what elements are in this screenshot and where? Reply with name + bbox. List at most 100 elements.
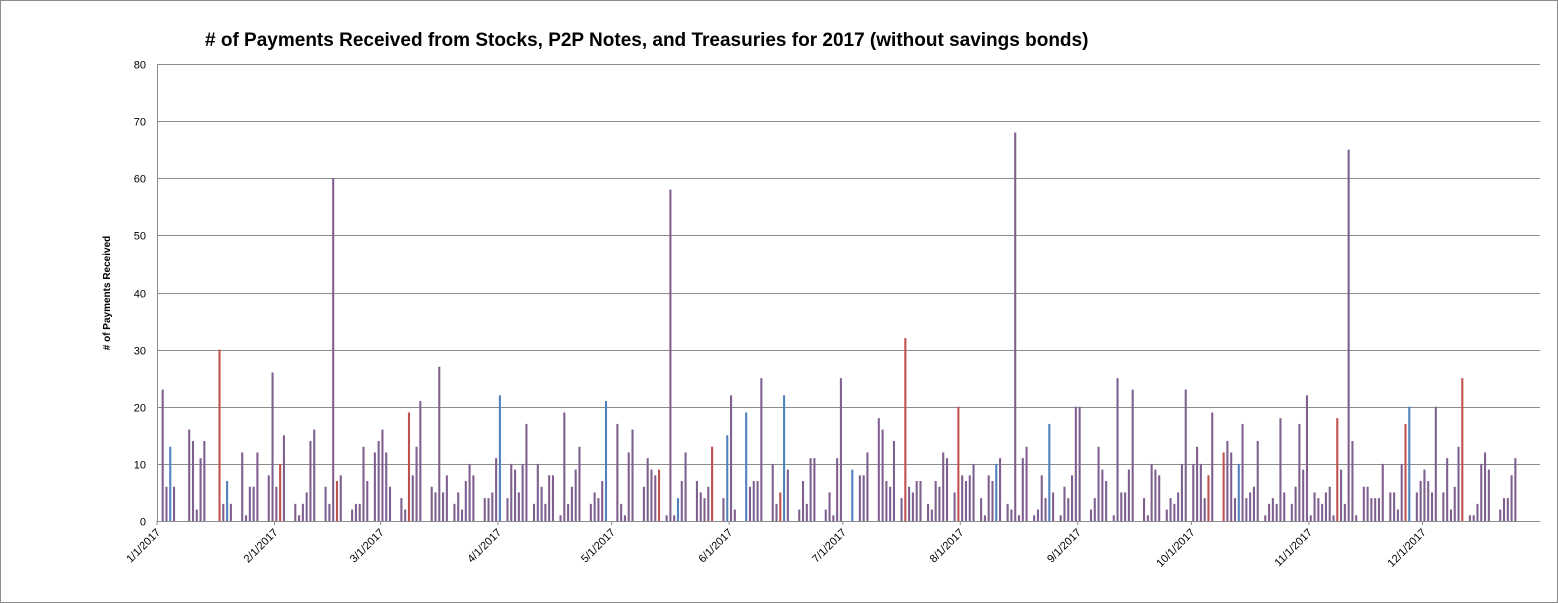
bar (1472, 515, 1475, 521)
bar (593, 492, 596, 521)
bar (1203, 498, 1206, 521)
bars (161, 132, 1517, 522)
bar (748, 486, 752, 521)
bar (1298, 423, 1301, 521)
bar (801, 481, 805, 521)
bar (1101, 469, 1104, 521)
bar (589, 503, 592, 521)
bar (173, 486, 176, 521)
bar (1449, 509, 1452, 521)
bar (813, 458, 816, 521)
bar (980, 498, 983, 521)
bar (1071, 475, 1074, 521)
bar (169, 446, 172, 521)
bar (457, 492, 460, 521)
bar (1370, 498, 1373, 521)
bar (1484, 452, 1487, 521)
bar (1442, 492, 1445, 521)
bar (881, 429, 884, 521)
bar (1199, 463, 1202, 522)
bar (495, 458, 498, 521)
bar (654, 475, 657, 521)
y-tick-label: 20 (134, 403, 146, 415)
bar (578, 446, 581, 521)
bar (1309, 515, 1312, 521)
bar (1078, 406, 1081, 521)
bar (1196, 446, 1199, 521)
bar (851, 469, 854, 521)
bar (354, 503, 357, 521)
bar (313, 429, 316, 521)
bar (752, 481, 755, 521)
bar (1275, 503, 1278, 521)
bar (1324, 492, 1327, 521)
bar (1017, 515, 1021, 521)
bar (1430, 492, 1434, 521)
bar (298, 515, 301, 521)
bar (271, 372, 274, 521)
bar (218, 349, 221, 522)
bar (934, 481, 937, 521)
gridlines (157, 64, 1540, 465)
bar (930, 509, 933, 521)
bar (642, 486, 645, 521)
x-tick-label: 5/1/2017 (579, 527, 618, 566)
bar (544, 503, 547, 521)
bar (411, 475, 414, 521)
bar (745, 412, 748, 521)
bar (1177, 492, 1180, 521)
bar (203, 441, 206, 521)
y-tick-label: 40 (134, 289, 146, 301)
bar (836, 458, 839, 521)
bar (1332, 515, 1335, 521)
bar (945, 458, 949, 521)
bar (1093, 498, 1096, 521)
bar (229, 503, 232, 521)
bar (824, 509, 827, 521)
bar (335, 481, 339, 521)
bar (1074, 406, 1077, 521)
bar (783, 395, 786, 521)
bar (1033, 515, 1036, 521)
bar (1427, 481, 1430, 521)
bar (1393, 492, 1396, 521)
bar (1184, 389, 1187, 521)
bar (366, 481, 369, 521)
bar (695, 481, 698, 521)
bar (616, 423, 619, 521)
bar (1419, 481, 1422, 521)
bar (1150, 463, 1153, 522)
bar (301, 503, 304, 521)
bar (491, 492, 494, 521)
bar (1480, 463, 1483, 522)
bar (699, 492, 702, 521)
bar (904, 338, 907, 521)
bar (779, 492, 782, 521)
bar (733, 509, 736, 521)
bar (1305, 395, 1309, 521)
y-tick-label: 50 (134, 231, 146, 243)
bar (673, 515, 676, 521)
bar (703, 498, 706, 521)
bar (1211, 412, 1214, 521)
y-tick-label: 70 (134, 117, 146, 129)
bar (373, 452, 376, 521)
bar (676, 498, 680, 521)
bar (775, 503, 778, 521)
bar (1374, 498, 1377, 521)
bar (1279, 418, 1282, 521)
bar (1063, 486, 1066, 521)
bar (961, 475, 964, 521)
bar (1036, 509, 1039, 521)
bar (885, 481, 888, 521)
bar (574, 469, 577, 521)
bar (1059, 515, 1062, 521)
bar (351, 509, 354, 521)
y-tick-label: 60 (134, 174, 146, 186)
bar (570, 486, 573, 521)
bar (532, 503, 536, 521)
bar (1377, 498, 1380, 521)
bar (1366, 486, 1369, 521)
bar (798, 509, 801, 521)
bar (419, 401, 422, 521)
